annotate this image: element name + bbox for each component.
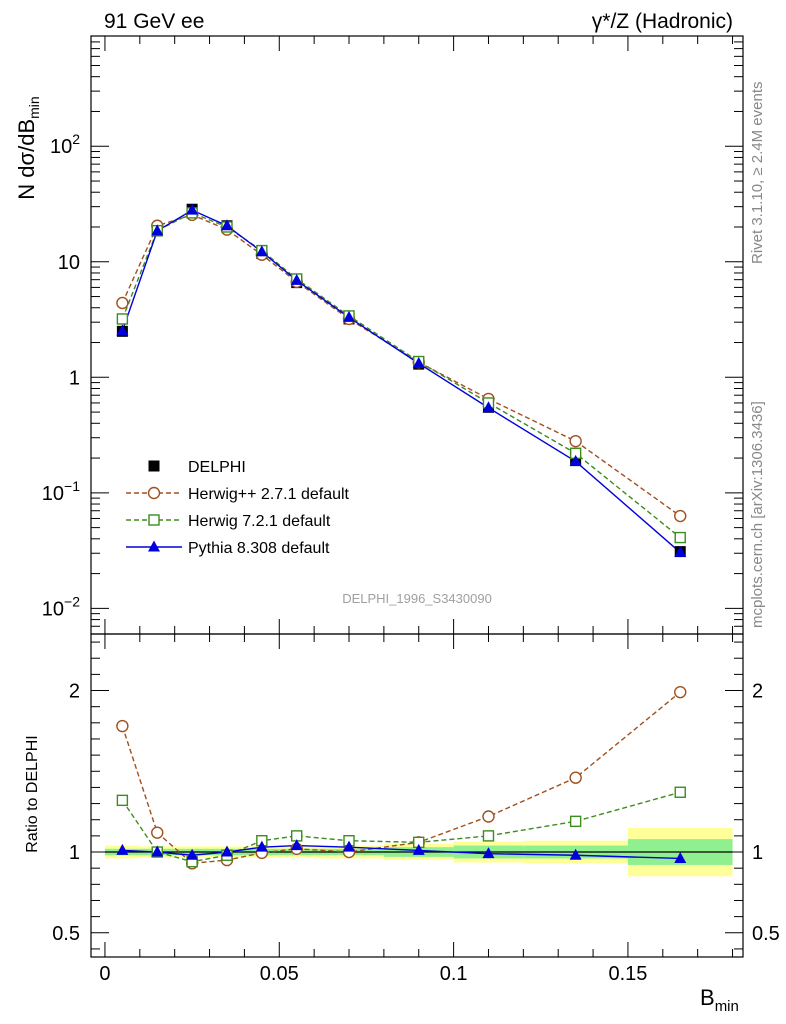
ratio-ylabel: Ratio to DELPHI [24, 735, 41, 852]
ratio-point [482, 847, 495, 859]
legend-entry: DELPHI [148, 459, 246, 476]
ratio-point [255, 840, 268, 852]
ratio-point [674, 786, 686, 798]
ratio-point [186, 848, 199, 860]
xtick-label: 0.15 [608, 963, 647, 985]
legend-marker [148, 460, 160, 472]
xtick-label: 0.1 [440, 963, 468, 985]
data-point [220, 219, 233, 231]
data-point [569, 454, 582, 466]
header-right: γ*/Z (Hadronic) [592, 10, 733, 33]
data-point [116, 296, 129, 310]
ratio-point [116, 794, 129, 807]
legend-entry: Herwig 7.2.1 default [126, 513, 331, 530]
ratio-line [121, 791, 681, 863]
ratio-ylabel-text: Ratio to DELPHI [24, 735, 41, 852]
svg-text:Bmin: Bmin [700, 985, 739, 1015]
ratio-point [569, 848, 582, 860]
ratio-point [116, 719, 129, 733]
data-point [674, 545, 687, 557]
data-point [116, 313, 129, 325]
ratio-point [151, 826, 164, 839]
ratio-point [482, 830, 495, 842]
ratio-point [343, 840, 356, 852]
data-point [569, 434, 582, 448]
data-point [674, 509, 687, 523]
data-point [482, 401, 495, 413]
ratio-point [482, 810, 495, 823]
ratio-point [116, 843, 129, 855]
legend-marker [147, 486, 161, 500]
watermark: DELPHI_1996_S3430090 [342, 591, 492, 606]
legend-marker [148, 514, 160, 526]
xtick-label: 0.05 [260, 963, 299, 985]
ratio-point [569, 815, 582, 828]
data-point [412, 356, 425, 368]
data-point [116, 324, 129, 336]
legend-label: Herwig++ 2.7.1 default [188, 486, 350, 503]
ratio-point [674, 685, 687, 699]
legend-entry: Herwig++ 2.7.1 default [126, 486, 350, 503]
data-point [674, 531, 686, 544]
mcplots-text: mcplots.cern.ch [arXiv:1306.3436] [749, 401, 766, 628]
legend: DELPHI Herwig++ 2.7.1 default Herwig 7.2.1… [126, 459, 350, 557]
main-ytick-label: 10 [58, 252, 80, 274]
xtick-label: 0 [99, 963, 110, 985]
ratio-ytick-label-right: 1 [752, 842, 763, 864]
main-panel: 10−2 10−1 1 10 102 DELPHI_1996_S3430090 DELP… [14, 35, 744, 635]
main-ytick-label: 102 [50, 131, 80, 158]
main-ylabel: N dσ/dBmin [14, 96, 42, 199]
ratio-markers-pythia-8-308-default [116, 839, 687, 863]
ratio-ytick-label: 0.5 [52, 923, 80, 945]
ratio-ytick-label-right: 2 [752, 681, 763, 703]
legend-marker [148, 540, 160, 552]
ratio-point [569, 771, 582, 784]
rivet-text: Rivet 3.1.10, ≥ 2.4M events [749, 82, 766, 265]
data-point [343, 310, 356, 322]
ratio-series-herwig-7-2-1-default [121, 791, 681, 863]
mcplots-label: mcplots.cern.ch [arXiv:1306.3436] [749, 401, 766, 628]
data-point [186, 203, 199, 215]
ratio-point [674, 851, 687, 863]
ratio-ytick-label: 2 [69, 681, 80, 703]
x-axis-label: Bmin [700, 985, 739, 1015]
legend-label: DELPHI [188, 459, 246, 476]
legend-entry: Pythia 8.308 default [126, 540, 330, 557]
ratio-ytick-label-right: 0.5 [752, 923, 780, 945]
data-point [255, 245, 268, 257]
data-point [151, 224, 164, 236]
ratio-point [290, 839, 303, 851]
ratio-line [121, 691, 681, 865]
main-ytick-label: 1 [69, 367, 80, 389]
main-ytick-label: 10−1 [42, 478, 80, 505]
header-left: 91 GeV ee [104, 10, 204, 33]
ratio-point [151, 845, 164, 857]
markers-pythia-8-308-default [116, 203, 687, 557]
ratio-point [220, 845, 233, 857]
data-point [290, 273, 303, 285]
ratio-series-herwig-2-7-1-default [121, 691, 681, 865]
legend-label: Pythia 8.308 default [188, 540, 330, 557]
markers-delphi [116, 203, 686, 558]
ratio-panel: 0.5 0.5 1 1 2 2 0 0.05 0.1 0.15 Ratio to DELPHI B… [24, 633, 780, 1015]
rivet-label: Rivet 3.1.10, ≥ 2.4M events [749, 82, 766, 265]
legend-label: Herwig 7.2.1 default [188, 513, 331, 530]
svg-text:N dσ/dBmin: N dσ/dBmin [14, 96, 42, 199]
main-ytick-label: 10−2 [42, 593, 80, 620]
ratio-ytick-label: 1 [69, 842, 80, 864]
ratio-point [412, 843, 425, 855]
ratio-frame [90, 633, 744, 958]
